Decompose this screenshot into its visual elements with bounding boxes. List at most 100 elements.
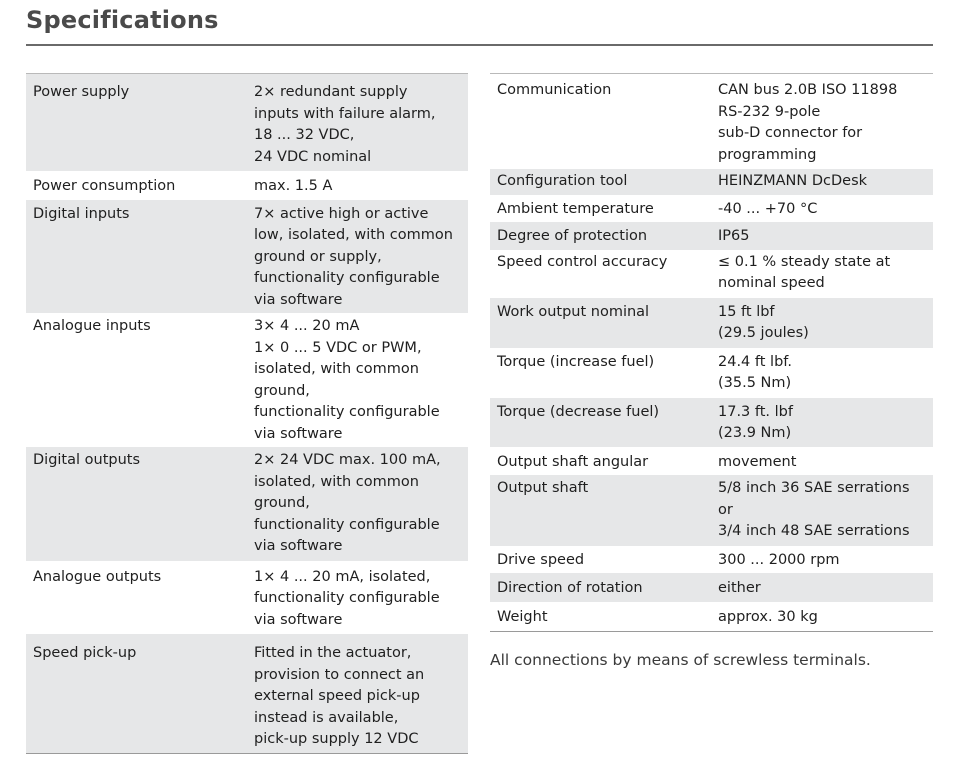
spec-value: -40 ... +70 °C	[718, 199, 933, 221]
spec-value-line: 300 ... 2000 rpm	[718, 551, 840, 568]
spec-value-line: approx. 30 kg	[718, 608, 818, 625]
spec-table-left: Power supply 2× redundant supply inputs wi…	[26, 73, 468, 754]
spec-row: Digital outputs 2× 24 VDC max. 100 mA, iso…	[26, 447, 468, 561]
spec-label: Ambient temperature	[497, 200, 654, 217]
spec-label: Work output nominal	[497, 303, 650, 320]
spec-row: Output shaft 5/8 inch 36 SAE serrations or…	[490, 475, 933, 546]
spec-value-line: 2× 24 VDC max. 100 mA,	[254, 452, 441, 468]
spec-value: 3× 4 ... 20 mA 1× 0 ... 5 VDC or PWM, isol…	[254, 316, 468, 445]
spec-value: 5/8 inch 36 SAE serrations or 3/4 inch 48 …	[718, 478, 933, 543]
spec-table-right: Communication CAN bus 2.0B ISO 11898 RS-23…	[490, 73, 933, 632]
spec-row: Digital inputs 7× active high or active lo…	[26, 199, 468, 313]
spec-value-line: 17.3 ft. lbf	[718, 403, 793, 420]
spec-row: Weight approx. 30 kg	[490, 602, 933, 632]
spec-value-line: or	[718, 501, 733, 518]
spec-value: 1× 4 ... 20 mA, isolated, functionality c…	[254, 567, 468, 632]
spec-value-line: provision to connect an	[254, 666, 425, 683]
spec-row: Analogue inputs 3× 4 ... 20 mA 1× 0 ... 5 …	[26, 313, 468, 447]
spec-row: Speed pick-up Fitted in the actuator, prov…	[26, 634, 468, 753]
spec-label: Configuration tool	[497, 173, 628, 189]
spec-value: 17.3 ft. lbf (23.9 Nm)	[718, 402, 933, 445]
spec-label: Drive speed	[497, 551, 585, 568]
spec-value-line: programming	[718, 146, 817, 163]
spec-label: Analogue inputs	[33, 318, 151, 334]
spec-label: Power consumption	[33, 178, 176, 194]
spec-value-line: 18 ... 32 VDC,	[254, 127, 355, 143]
spec-value-line: 5/8 inch 36 SAE serrations	[718, 480, 910, 496]
spec-row: Torque (decrease fuel) 17.3 ft. lbf (23.9 …	[490, 397, 933, 447]
spec-row: Work output nominal 15 ft lbf (29.5 joules…	[490, 297, 933, 348]
spec-value-line: nominal speed	[718, 275, 825, 291]
spec-value-line: via software	[254, 538, 343, 554]
spec-value-line: instead is available,	[254, 709, 399, 726]
spec-value-line: 1× 0 ... 5 VDC or PWM,	[254, 339, 422, 356]
spec-value-line: -40 ... +70 °C	[718, 200, 818, 217]
spec-label: Torque (decrease fuel)	[497, 403, 660, 420]
spec-label: Power supply	[33, 84, 130, 100]
page-title: Specifications	[26, 6, 219, 34]
spec-value-line: either	[718, 580, 761, 596]
spec-value: approx. 30 kg	[718, 607, 933, 629]
spec-value-line: 3× 4 ... 20 mA	[254, 318, 360, 334]
spec-label: Analogue outputs	[33, 568, 162, 585]
spec-value: ≤ 0.1 % steady state at nominal speed	[718, 252, 933, 295]
spec-value-line: 3/4 inch 48 SAE serrations	[718, 523, 910, 539]
spec-row: Communication CAN bus 2.0B ISO 11898 RS-23…	[490, 74, 933, 169]
spec-label: Output shaft angular	[497, 453, 649, 470]
spec-label: Torque (increase fuel)	[497, 353, 655, 370]
spec-label: Digital outputs	[33, 452, 141, 468]
spec-value: HEINZMANN DcDesk	[718, 171, 933, 193]
spec-value: either	[718, 578, 933, 600]
spec-value-line: pick-up supply 12 VDC	[254, 731, 419, 747]
spec-value-line: 24.4 ft lbf.	[718, 353, 792, 370]
spec-row: Torque (increase fuel) 24.4 ft lbf. (35.5 …	[490, 348, 933, 398]
spec-value-line: 7× active high or active	[254, 205, 429, 222]
spec-value: 300 ... 2000 rpm	[718, 550, 933, 572]
spec-value-line: (23.9 Nm)	[718, 425, 792, 441]
spec-row: Degree of protection IP65	[490, 222, 933, 250]
spec-value-line: inputs with failure alarm,	[254, 105, 436, 122]
spec-value-line: ground,	[254, 495, 310, 511]
spec-value-line: 24 VDC nominal	[254, 148, 372, 165]
spec-value: movement	[718, 452, 933, 474]
title-divider	[26, 44, 933, 46]
spec-value: max. 1.5 A	[254, 176, 468, 198]
spec-value-line: max. 1.5 A	[254, 178, 333, 194]
spec-row: Power supply 2× redundant supply inputs wi…	[26, 74, 468, 171]
spec-row: Output shaft angular movement	[490, 447, 933, 476]
spec-value: CAN bus 2.0B ISO 11898 RS-232 9-pole sub-D…	[718, 80, 933, 166]
spec-row: Speed control accuracy ≤ 0.1 % steady sta…	[490, 250, 933, 298]
spec-value-line: isolated, with common	[254, 361, 419, 377]
spec-value-line: via software	[254, 291, 343, 308]
spec-value: IP65	[718, 226, 933, 248]
spec-value: 2× 24 VDC max. 100 mA, isolated, with com…	[254, 450, 468, 558]
spec-value-line: CAN bus 2.0B ISO 11898	[718, 82, 898, 98]
spec-value-line: (35.5 Nm)	[718, 375, 792, 391]
spec-label: Digital inputs	[33, 205, 130, 222]
spec-value: Fitted in the actuator, provision to conn…	[254, 643, 468, 751]
spec-label: Speed pick-up	[33, 645, 137, 661]
spec-value: 2× redundant supply inputs with failure a…	[254, 82, 468, 168]
spec-value-line: RS-232 9-pole	[718, 103, 821, 120]
spec-value-line: ground or supply,	[254, 248, 382, 265]
spec-label: Communication	[497, 82, 612, 98]
spec-value-line: ≤ 0.1 % steady state at	[718, 253, 891, 270]
spec-value-line: sub-D connector for	[718, 125, 863, 141]
spec-value-line: via software	[254, 425, 343, 442]
spec-value-line: Fitted in the actuator,	[254, 645, 412, 661]
spec-value-line: via software	[254, 611, 343, 628]
spec-row: Analogue outputs 1× 4 ... 20 mA, isolated…	[26, 561, 468, 635]
spec-value-line: 15 ft lbf	[718, 303, 775, 320]
spec-label: Degree of protection	[497, 228, 648, 244]
spec-value-line: (29.5 joules)	[718, 325, 809, 341]
spec-value-line: IP65	[718, 228, 750, 244]
spec-value: 7× active high or active low, isolated, w…	[254, 204, 468, 312]
spec-row: Ambient temperature -40 ... +70 °C	[490, 195, 933, 223]
spec-value-line: functionality configurable	[254, 404, 440, 420]
spec-value-line: functionality configurable	[254, 590, 440, 606]
spec-row: Direction of rotation either	[490, 573, 933, 602]
spec-label: Speed control accuracy	[497, 253, 668, 270]
spec-row: Power consumption max. 1.5 A	[26, 171, 468, 200]
spec-label: Direction of rotation	[497, 580, 643, 596]
spec-value-line: HEINZMANN DcDesk	[718, 173, 868, 189]
